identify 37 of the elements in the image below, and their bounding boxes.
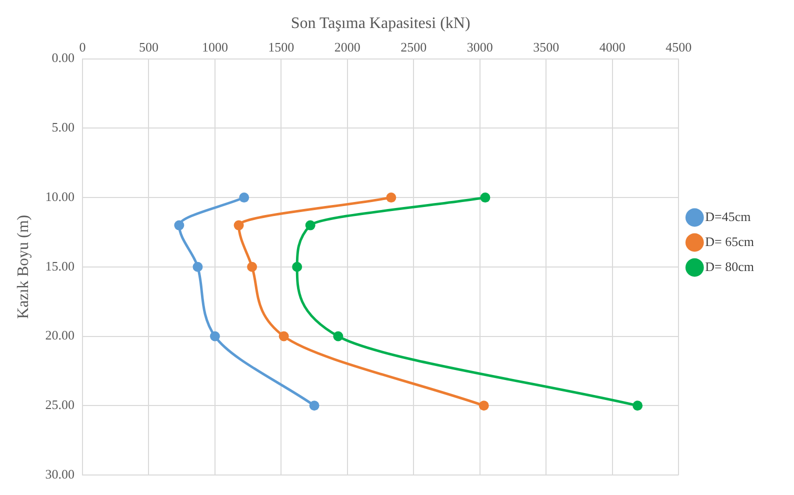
y-tick-label: 15.00 <box>45 258 74 274</box>
legend-label: D= 65cm <box>705 234 754 249</box>
x-tick-label: 2500 <box>400 39 427 54</box>
point <box>478 400 489 411</box>
x-tick-label: 500 <box>138 39 158 54</box>
x-tick-label: 1500 <box>268 39 294 54</box>
x-tick-label: 4000 <box>599 39 626 54</box>
point <box>292 262 302 272</box>
y-tick-label: 10.00 <box>45 188 74 204</box>
y-tick-label: 20.00 <box>45 328 74 343</box>
x-tick-label: 1000 <box>202 39 228 54</box>
x-tick-label: 0 <box>79 39 86 54</box>
point <box>174 220 184 230</box>
x-tick-label: 3000 <box>466 39 493 54</box>
legend-label: D= 80cm <box>705 258 754 274</box>
point <box>210 331 220 342</box>
y-tick-label: 0.00 <box>52 50 74 66</box>
point <box>632 400 643 411</box>
y-tick-label: 5.00 <box>52 120 74 135</box>
point <box>309 400 320 411</box>
x-axis-title: Son Taşıma Kapasitesi (kN) <box>290 14 470 32</box>
point <box>480 192 490 203</box>
point <box>278 331 289 342</box>
legend-label: D=45cm <box>705 208 751 224</box>
point <box>386 192 396 203</box>
point <box>333 331 344 342</box>
point <box>239 192 250 203</box>
point <box>305 220 316 230</box>
point <box>192 262 203 272</box>
x-tick-label: 4500 <box>666 39 692 54</box>
y-axis-title: Kazık Boyu (m) <box>14 214 32 319</box>
x-tick-label: 3500 <box>533 39 560 54</box>
y-tick-label: 25.00 <box>45 397 74 412</box>
x-tick-label: 2000 <box>334 39 360 54</box>
point <box>247 262 258 272</box>
point <box>234 220 244 230</box>
y-tick-label: 30.00 <box>45 466 74 482</box>
